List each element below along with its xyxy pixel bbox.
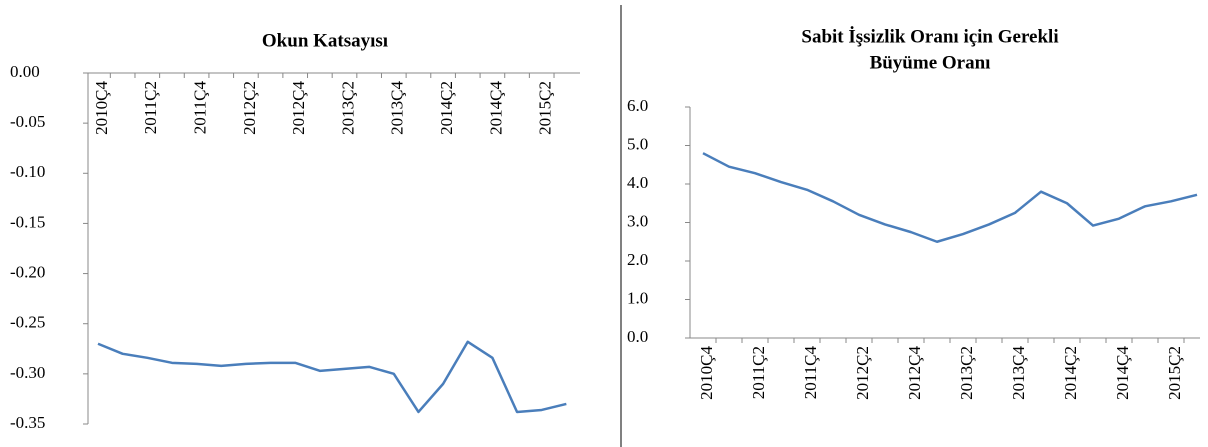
x-tick-label: 2012Ç2 — [240, 81, 259, 135]
y-tick-label: -0.15 — [10, 212, 45, 231]
y-tick-label: -0.35 — [10, 413, 45, 432]
y-tick-label: -0.10 — [10, 162, 45, 181]
y-tick-label: 5.0 — [627, 134, 648, 153]
x-tick-label: 2010Ç4 — [92, 81, 111, 135]
data-line — [702, 152, 1198, 243]
y-tick-label: -0.05 — [10, 112, 45, 131]
x-tick-label: 2013Ç2 — [957, 346, 976, 400]
x-tick-label: 2010Ç4 — [697, 346, 716, 400]
x-tick-label: 2012Ç4 — [289, 81, 308, 135]
y-tick-label: 0.00 — [10, 62, 40, 81]
x-tick-label: 2011Ç4 — [191, 81, 210, 135]
chart-title: Sabit İşsizlik Oranı için Gerekli — [801, 26, 1058, 47]
y-tick-label: 1.0 — [627, 288, 648, 307]
x-tick-label: 2014Ç2 — [437, 81, 456, 135]
x-tick-label: 2011Ç2 — [141, 81, 160, 134]
x-tick-label: 2014Ç2 — [1061, 346, 1080, 400]
x-tick-label: 2012Ç4 — [905, 346, 924, 400]
y-tick-label: 4.0 — [627, 173, 648, 192]
x-tick-label: 2012Ç2 — [853, 346, 872, 400]
y-tick-label: -0.30 — [10, 363, 45, 382]
x-tick-label: 2014Ç4 — [1113, 346, 1132, 400]
data-line — [97, 340, 567, 414]
x-tick-label: 2011Ç2 — [749, 346, 768, 399]
y-tick-label: 6.0 — [627, 96, 648, 115]
x-tick-label: 2013Ç2 — [338, 81, 357, 135]
x-tick-label: 2014Ç4 — [486, 81, 505, 135]
chart-title: Okun Katsayısı — [262, 30, 388, 51]
y-tick-label: -0.25 — [10, 313, 45, 332]
x-tick-label: 2015Ç2 — [536, 81, 555, 135]
y-tick-label: -0.20 — [10, 262, 45, 281]
x-tick-label: 2013Ç4 — [388, 81, 407, 135]
x-tick-label: 2015Ç2 — [1165, 346, 1184, 400]
y-tick-label: 0.0 — [627, 327, 648, 346]
x-tick-label: 2013Ç4 — [1009, 346, 1028, 400]
x-tick-label: 2011Ç4 — [801, 346, 820, 400]
y-tick-label: 2.0 — [627, 250, 648, 269]
chart-title: Büyüme Oranı — [870, 52, 991, 73]
y-tick-label: 3.0 — [627, 211, 648, 230]
